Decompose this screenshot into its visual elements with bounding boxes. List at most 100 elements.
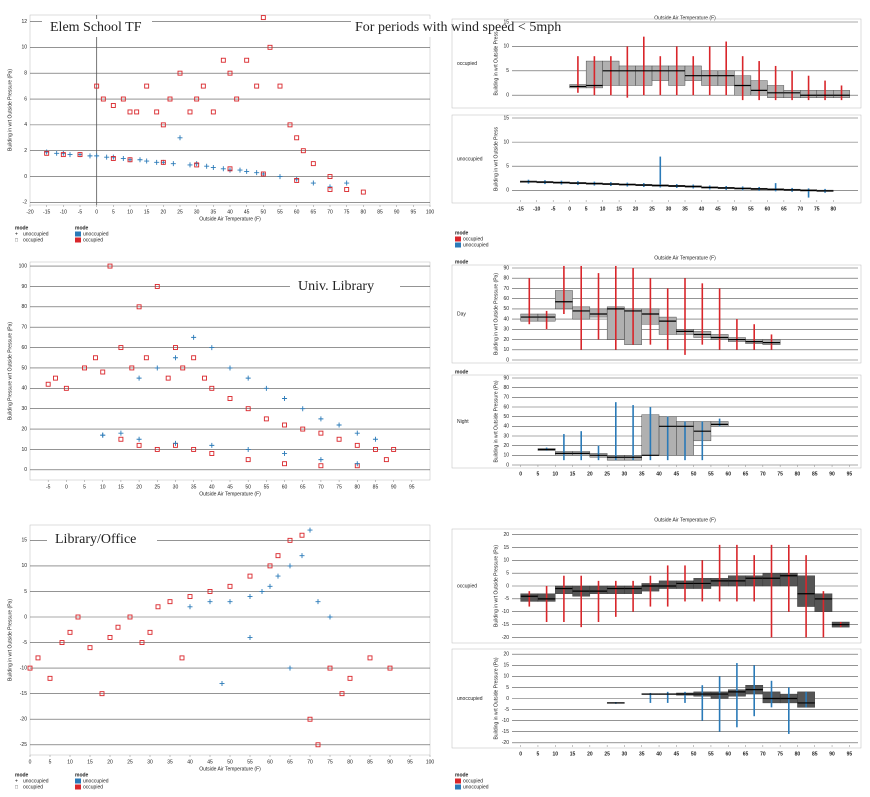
point [227,583,233,589]
legend-swatch [455,236,461,242]
point [327,665,333,671]
y-tick-label: -20 [502,635,509,641]
y-tick-label: 50 [21,365,27,371]
y-tick-label: -5 [23,640,28,646]
legend-swatch [75,237,81,243]
point [154,365,160,371]
x-tick-label: 60 [725,471,731,477]
point [191,355,197,361]
point [136,375,142,381]
y-tick-label: 0 [506,93,509,99]
point [47,675,53,681]
point [167,599,173,605]
x-tick-label: 15 [570,471,576,477]
y-axis-label: Building in wrt Outside Press [493,127,499,191]
x-tick-label: 45 [674,751,680,757]
x-tick-label: 10 [600,206,606,212]
legend-swatch [75,784,81,790]
y-tick-label: 50 [503,414,509,420]
point [167,96,173,102]
point [318,463,324,469]
panel-label: unoccupied [457,156,483,162]
chart-title: Outside Air Temperature (F) [654,517,716,523]
panel-frame [451,264,862,364]
point [267,563,273,569]
point [354,461,360,467]
point [93,355,98,361]
point [180,365,186,371]
x-tick-label: 95 [847,471,853,477]
point [367,655,373,661]
point [282,422,287,428]
point [327,184,333,190]
y-tick-label: 20 [503,337,509,343]
y-tick-label: 0 [24,614,27,620]
point [282,396,288,402]
point [75,614,81,620]
point [227,365,233,371]
point [373,446,378,452]
x-tick-label: 55 [748,206,754,212]
y-tick-label: 90 [503,265,509,271]
y-tick-label: -15 [20,691,27,697]
point [227,396,233,401]
point [172,440,178,446]
y-tick-label: 70 [21,325,27,331]
point [127,157,133,163]
x-tick-label: 5 [49,759,52,765]
x-tick-label: 25 [127,759,133,765]
x-tick-label: 50 [691,471,697,477]
point [107,263,113,269]
y-tick-label: -5 [505,596,510,602]
y-tick-label: 90 [503,375,509,381]
y-tick-label: 40 [503,316,509,322]
chart-title: Outside Air Temperature (F) [654,15,716,21]
point [191,334,197,340]
point [220,166,226,172]
point [160,122,166,128]
point [307,716,313,722]
point [307,527,313,533]
point [287,537,293,543]
panel-frame [451,374,862,469]
point [137,157,143,163]
x-tick-label: 55 [264,484,270,490]
x-tick-label: 5 [537,751,540,757]
x-tick-label: 65 [287,759,293,765]
point [45,381,51,387]
x-tick-label: 15 [570,751,576,757]
x-tick-label: 80 [831,206,837,212]
point [299,532,305,538]
point [387,665,393,671]
x-tick-label: 30 [173,484,179,490]
y-tick-label: 10 [503,347,509,353]
x-tick-label: 75 [336,484,342,490]
y-tick-label: 0 [506,462,509,468]
point [87,153,93,159]
x-tick-label: -5 [551,206,556,212]
y-tick-label: 5 [506,68,509,74]
x-tick-label: 35 [682,206,688,212]
point [154,159,160,165]
x-tick-label: 40 [656,471,662,477]
point [187,109,193,115]
point [360,189,366,195]
x-tick-label: 90 [387,759,393,765]
point [277,174,283,180]
y-tick-label: -25 [20,742,27,748]
panel-label: occupied [457,583,477,589]
x-tick-label: 85 [377,209,383,215]
point [209,345,215,351]
point [118,430,124,436]
point [53,375,58,381]
point [87,645,93,651]
y-tick-label: 20 [503,652,509,658]
point [144,158,150,164]
x-tick-label: 40 [227,209,233,215]
annotation: For periods with wind speed < 5mph [355,20,561,35]
x-tick-label: 65 [743,751,749,757]
point [227,166,233,172]
point [207,599,213,605]
point [354,442,360,448]
x-tick-label: 40 [656,751,662,757]
